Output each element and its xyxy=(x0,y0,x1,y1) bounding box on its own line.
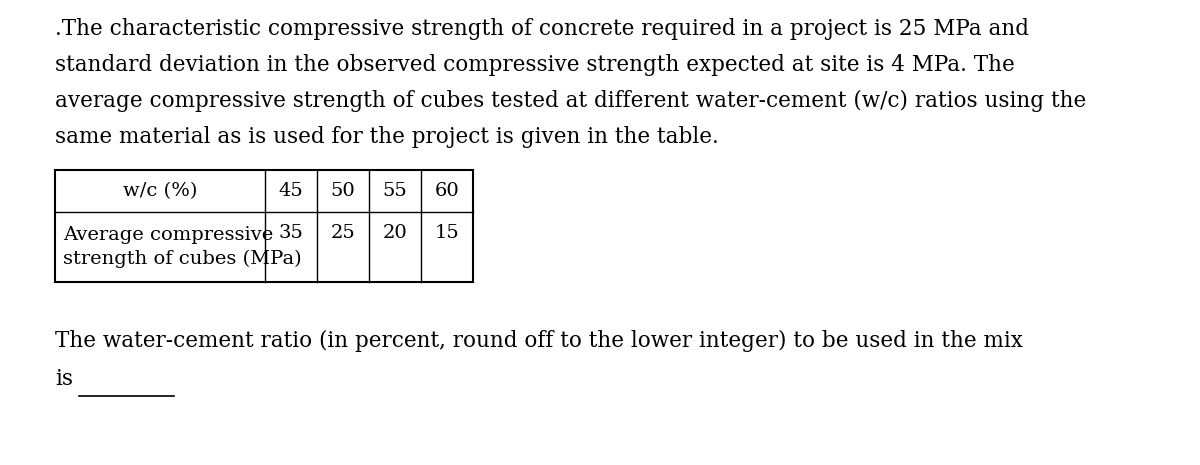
Text: average compressive strength of cubes tested at different water-cement (w/c) rat: average compressive strength of cubes te… xyxy=(55,90,1086,112)
Text: The water-cement ratio (in percent, round off to the lower integer) to be used i: The water-cement ratio (in percent, roun… xyxy=(55,330,1022,352)
Text: 25: 25 xyxy=(331,224,355,242)
Bar xyxy=(55,170,473,282)
Text: is: is xyxy=(55,368,73,390)
Text: standard deviation in the observed compressive strength expected at site is 4 MP: standard deviation in the observed compr… xyxy=(55,54,1015,76)
Text: 60: 60 xyxy=(434,182,460,200)
Text: 50: 50 xyxy=(331,182,355,200)
Text: 35: 35 xyxy=(278,224,304,242)
Text: same material as is used for the project is given in the table.: same material as is used for the project… xyxy=(55,126,719,148)
Text: 20: 20 xyxy=(383,224,407,242)
Text: .The characteristic compressive strength of concrete required in a project is 25: .The characteristic compressive strength… xyxy=(55,18,1030,40)
Text: w/c (%): w/c (%) xyxy=(122,182,197,200)
Text: 45: 45 xyxy=(278,182,304,200)
Text: Average compressive
strength of cubes (MPa): Average compressive strength of cubes (M… xyxy=(64,226,301,268)
Text: 55: 55 xyxy=(383,182,407,200)
Text: 15: 15 xyxy=(434,224,460,242)
